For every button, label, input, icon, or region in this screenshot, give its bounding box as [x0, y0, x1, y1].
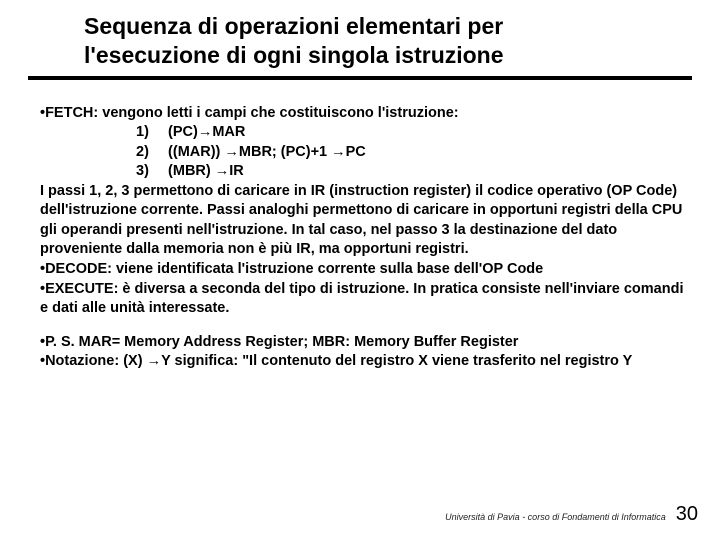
step-1: 1) (PC)→MAR	[40, 123, 684, 143]
step-1-text: (PC)→MAR	[168, 124, 245, 140]
title-block: Sequenza di operazioni elementari per l'…	[28, 12, 692, 70]
step-3-num: 3)	[136, 162, 164, 182]
spacer	[40, 319, 684, 333]
execute-text: EXECUTE: è diversa a seconda del tipo di…	[40, 281, 683, 317]
step-3: 3) (MBR) →IR	[40, 162, 684, 182]
step-2-text: ((MAR)) →MBR; (PC)+1 →PC	[168, 144, 366, 160]
fetch-bullet: •FETCH: vengono letti i campi che costit…	[40, 104, 684, 124]
footer: Università di Pavia - corso di Fondament…	[445, 503, 698, 526]
slide-container: Sequenza di operazioni elementari per l'…	[0, 0, 720, 540]
page-number: 30	[676, 503, 698, 526]
step-1-num: 1)	[136, 123, 164, 143]
execute-bullet: •EXECUTE: è diversa a seconda del tipo d…	[40, 280, 684, 319]
title-line-2: l'esecuzione di ogni singola istruzione	[84, 41, 652, 70]
title-line-1: Sequenza di operazioni elementari per	[84, 12, 652, 41]
fetch-intro: FETCH: vengono letti i campi che costitu…	[45, 105, 459, 121]
ps-text: P. S. MAR= Memory Address Register; MBR:…	[45, 334, 518, 350]
decode-text: DECODE: viene identificata l'istruzione …	[45, 261, 543, 277]
notation-bullet: •Notazione: (X) →Y significa: "Il conten…	[40, 352, 684, 372]
fetch-paragraph: I passi 1, 2, 3 permettono di caricare i…	[40, 182, 684, 260]
decode-bullet: •DECODE: viene identificata l'istruzione…	[40, 260, 684, 280]
ps-bullet: •P. S. MAR= Memory Address Register; MBR…	[40, 333, 684, 353]
step-2-num: 2)	[136, 143, 164, 163]
footer-text: Università di Pavia - corso di Fondament…	[445, 512, 666, 522]
step-2: 2) ((MAR)) →MBR; (PC)+1 →PC	[40, 143, 684, 163]
step-3-text: (MBR) →IR	[168, 163, 244, 179]
title-underline	[28, 76, 692, 80]
body-text: •FETCH: vengono letti i campi che costit…	[28, 104, 692, 372]
notation-text: Notazione: (X) →Y significa: "Il contenu…	[45, 353, 632, 369]
